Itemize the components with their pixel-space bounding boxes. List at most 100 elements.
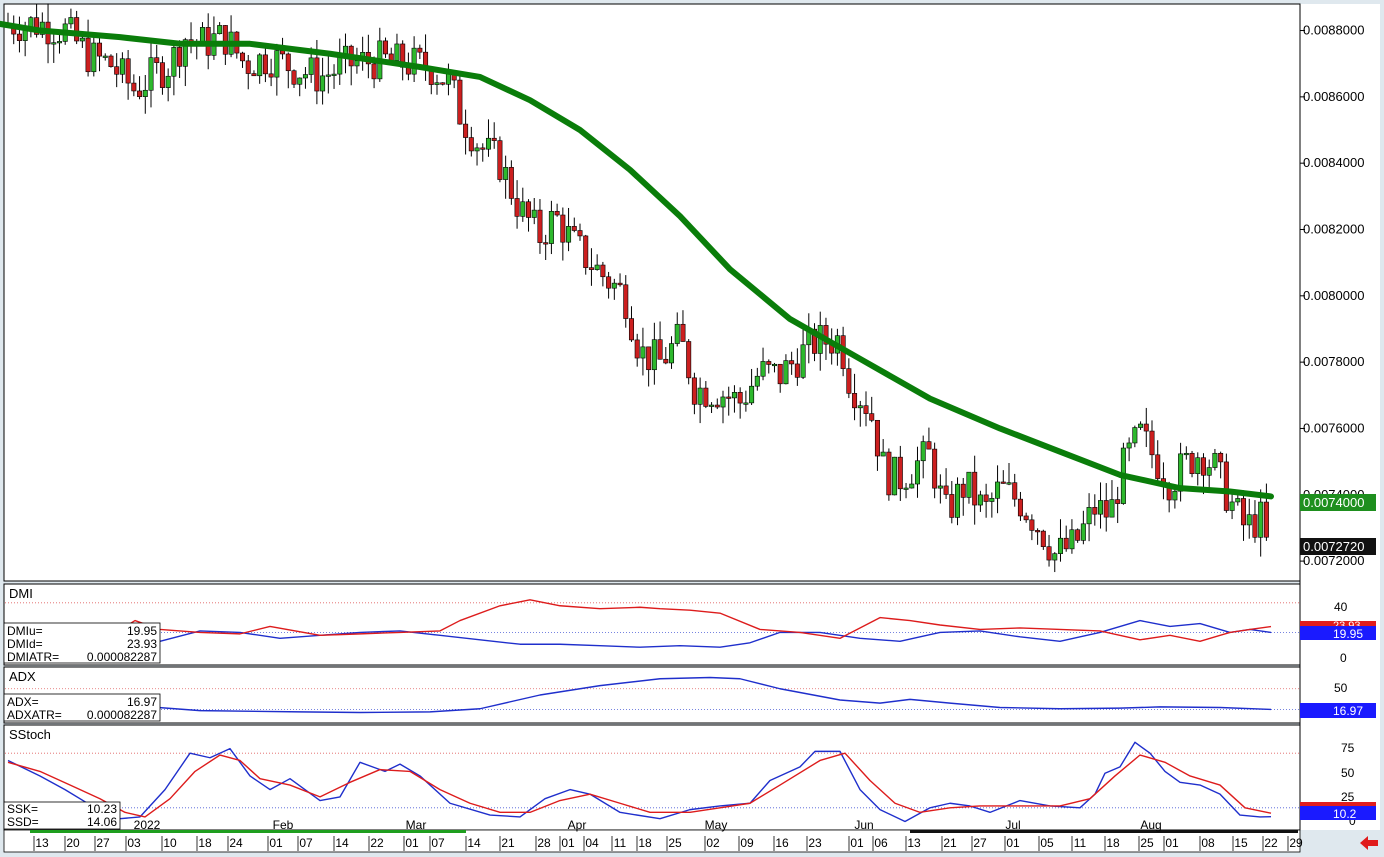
- candle-up: [1109, 499, 1115, 518]
- candle-down: [1143, 423, 1149, 432]
- candle-up: [760, 361, 766, 377]
- candle-down: [777, 363, 783, 385]
- candle-down: [526, 201, 532, 218]
- scroll-left-arrow-icon[interactable]: [1360, 836, 1378, 850]
- sstoch-readout-label-2: SSD=: [7, 815, 39, 829]
- candle-down: [1115, 499, 1121, 504]
- day-label: 01: [850, 836, 864, 850]
- candle-up: [394, 43, 400, 61]
- candle-up: [669, 343, 675, 364]
- candle-up: [485, 137, 491, 150]
- adx-readout-value-2: 0.000082287: [87, 708, 157, 722]
- candle-down: [159, 62, 165, 88]
- dmi-tick-40: 40: [1334, 600, 1348, 614]
- month-label: Apr: [568, 818, 587, 832]
- day-label: 20: [66, 836, 80, 850]
- candle-up: [51, 42, 57, 45]
- day-label: 03: [127, 836, 141, 850]
- candle-up: [102, 55, 108, 58]
- day-label: 29: [1289, 836, 1303, 850]
- candle-up: [308, 57, 314, 75]
- price-tick-label: 0.0084000: [1303, 155, 1364, 170]
- candle-down: [131, 82, 137, 92]
- candle-up: [274, 50, 280, 78]
- day-label: 27: [96, 836, 110, 850]
- candle-up: [548, 211, 554, 244]
- candle-down: [577, 230, 583, 237]
- candle-down: [1063, 537, 1069, 550]
- candle-down: [960, 483, 966, 498]
- day-label: 01: [405, 836, 419, 850]
- adx-line: [7, 676, 1272, 714]
- candle-down: [1075, 529, 1081, 541]
- candle-up: [783, 360, 789, 385]
- day-label: 01: [269, 836, 283, 850]
- day-label: 05: [1040, 836, 1054, 850]
- candle-up: [611, 282, 617, 289]
- dmi-readout-box: [3, 622, 161, 664]
- candle-down: [314, 57, 320, 92]
- day-label: 08: [1201, 836, 1215, 850]
- day-label: 28: [537, 836, 551, 850]
- time-axis-black-bar: [910, 830, 1298, 833]
- price-axis: 0.0088000 0.0086000 0.0084000 0.0082000 0.00…: [1300, 23, 1364, 568]
- day-label: 02: [706, 836, 720, 850]
- candle-down: [108, 55, 114, 67]
- candle-up: [566, 226, 572, 243]
- dmi-readout-label-2: DMId=: [7, 637, 43, 651]
- candle-up: [1172, 490, 1178, 501]
- adx-readout-box: [3, 693, 161, 722]
- last-price-badge: [1300, 538, 1376, 555]
- day-label: 06: [874, 836, 888, 850]
- candle-down: [463, 123, 469, 138]
- candle-down: [646, 346, 652, 371]
- candle-down: [628, 318, 634, 341]
- candle-up: [1052, 553, 1058, 561]
- sstoch-readout-value-1: 10.23: [87, 802, 117, 816]
- candle-down: [1029, 519, 1035, 531]
- candle-up: [1069, 529, 1075, 550]
- day-label: 23: [808, 836, 822, 850]
- candle-down: [1046, 546, 1052, 561]
- candle-up: [148, 57, 154, 91]
- candle-down: [680, 323, 686, 342]
- candle-up: [325, 74, 331, 77]
- candle-up: [531, 209, 537, 218]
- sstoch-readout-label-1: SSK=: [7, 802, 38, 816]
- candle-up: [914, 460, 920, 485]
- day-label: 13: [35, 836, 49, 850]
- adx-badge: [1300, 703, 1376, 718]
- candle-down: [663, 358, 669, 364]
- candle-down: [1000, 481, 1006, 484]
- candle-down: [285, 53, 291, 72]
- candle-down: [852, 393, 858, 409]
- candle-down: [1241, 498, 1247, 526]
- candle-up: [989, 498, 995, 502]
- candle-up: [411, 47, 417, 75]
- price-tick-label: 0.0086000: [1303, 89, 1364, 104]
- candle-down: [794, 363, 800, 378]
- candle-up: [880, 451, 886, 457]
- candle-down: [16, 33, 22, 41]
- day-label: 07: [431, 836, 445, 850]
- candle-up: [995, 481, 1001, 499]
- time-labels: 13 20 27 03 10 18 24 01 07 14 22 01 07 14 21 28 01 04 11 18…: [33, 818, 1303, 851]
- price-axis-area: [1300, 4, 1380, 830]
- candle-up: [91, 42, 97, 73]
- adx-readout-label-1: ADX=: [7, 695, 39, 709]
- ssd-line: [7, 752, 1272, 818]
- candle-down: [1155, 454, 1161, 479]
- candle-down: [468, 137, 474, 152]
- candle-up: [966, 471, 972, 498]
- candle-up: [1212, 452, 1218, 468]
- candle-up: [302, 74, 308, 79]
- candle-down: [606, 276, 612, 289]
- candle-down: [560, 214, 566, 243]
- candle-down: [932, 448, 938, 489]
- candle-up: [331, 73, 337, 76]
- candle-down: [949, 494, 955, 518]
- candle-up: [1183, 452, 1189, 456]
- adx-readout-value-1: 16.97: [127, 695, 157, 709]
- last-price-label: 0.0072720: [1303, 539, 1364, 554]
- day-label: 21: [943, 836, 957, 850]
